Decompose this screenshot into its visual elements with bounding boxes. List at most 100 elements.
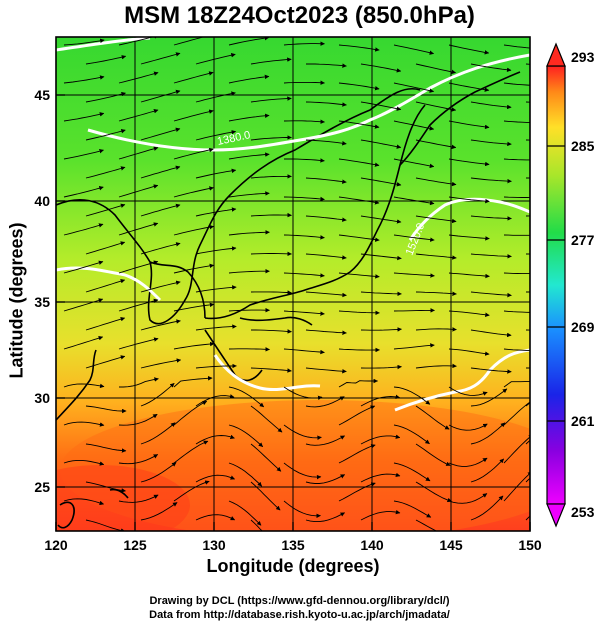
wind-streamline (393, 500, 432, 518)
wind-streamline (306, 63, 347, 68)
wind-streamline (63, 336, 104, 350)
wind-streamline (85, 166, 126, 179)
wind-streamline (119, 377, 159, 388)
wind-streamline (360, 291, 402, 297)
wind-streamline (250, 212, 292, 218)
wind-streamline (338, 444, 376, 464)
wind-streamline (173, 263, 215, 274)
wind-streamline (470, 101, 512, 110)
wind-streamline (140, 422, 176, 445)
wind-streamline (118, 454, 159, 465)
wind-streamline (195, 130, 237, 141)
y-tick-label: 25 (34, 479, 50, 495)
wind-streamline (63, 38, 105, 46)
colorbar-bottom-arrow (546, 503, 566, 528)
wind-streamline (228, 268, 270, 274)
wind-streamline (283, 272, 325, 278)
x-tick-label: 130 (202, 537, 226, 553)
colorbar-body (546, 65, 566, 505)
wind-streamline (360, 434, 401, 445)
wind-streamline (283, 119, 325, 124)
wind-streamline (305, 396, 345, 408)
wind-streamline (503, 310, 530, 313)
wind-streamline (338, 347, 380, 353)
wind-streamline (305, 367, 347, 374)
wind-streamline (360, 177, 402, 187)
wind-streamline (195, 394, 235, 407)
wind-streamline (415, 443, 451, 466)
wind-streamline (360, 101, 402, 111)
axis-ticks (55, 94, 531, 531)
warm-region (56, 465, 190, 531)
wind-streamline (503, 471, 530, 502)
wind-streamline (173, 480, 210, 502)
wind-streamline (228, 424, 264, 448)
y-tick-label: 40 (34, 193, 50, 209)
wind-streamline (415, 101, 457, 112)
wind-streamline (173, 186, 214, 198)
wind-streamline (85, 443, 127, 453)
wind-streamline (173, 224, 215, 236)
wind-streamline (140, 502, 178, 521)
wind-streamline (448, 120, 490, 130)
wind-streamline (393, 120, 435, 131)
wind-streamline (415, 519, 438, 531)
wind-streamline (360, 509, 401, 521)
wind-streamline (305, 291, 347, 298)
x-tick-label: 150 (518, 537, 542, 553)
wind-streamline (470, 253, 512, 259)
wind-streamline (360, 472, 401, 483)
wind-streamline (63, 112, 105, 122)
wind-streamline (140, 203, 181, 217)
wind-streamline (173, 341, 215, 350)
wind-streamline (470, 388, 508, 407)
wind-streamline (195, 285, 237, 293)
colorbar-tick-label: 253 (571, 504, 595, 520)
wind-streamline (305, 139, 347, 146)
colorbar-top-arrow (546, 42, 566, 67)
wind-streamline (63, 223, 104, 236)
wind-streamline (415, 177, 457, 187)
wind-streamline (195, 514, 236, 521)
wind-streamline (85, 241, 126, 255)
wind-streamline (195, 168, 237, 179)
wind-streamline (140, 319, 181, 331)
x-tick-label: 145 (439, 537, 463, 553)
x-axis-label: Longitude (degrees) (206, 556, 380, 576)
wind-streamline (305, 435, 345, 446)
wind-streamline (283, 80, 325, 85)
colorbar-tick-label: 285 (571, 138, 595, 154)
wind-streamline (338, 378, 379, 388)
wind-streamline (393, 343, 435, 350)
wind-streamline (251, 329, 292, 334)
y-tick-label: 45 (34, 87, 50, 103)
wind-streamline (228, 500, 262, 526)
wind-streamline (415, 481, 452, 503)
wind-streamline (85, 405, 127, 414)
wind-streamline (118, 260, 159, 274)
y-tick-label: 30 (34, 390, 50, 406)
x-tick-label: 140 (360, 537, 384, 553)
wind-streamline (448, 44, 490, 55)
wind-streamline (470, 177, 512, 184)
wind-streamline (448, 423, 488, 431)
colorbar-tick-label: 261 (571, 413, 595, 429)
wind-streamline (360, 215, 402, 224)
wind-streamline (360, 253, 402, 261)
wind-streamline (283, 196, 325, 202)
wind-streamline (63, 383, 105, 389)
wind-streamline (338, 482, 376, 502)
wind-streamline (448, 310, 490, 317)
wind-streamline (228, 113, 270, 122)
wind-streamline (503, 44, 530, 49)
wind-streamline (85, 317, 126, 331)
wind-streamline (250, 96, 292, 103)
wind-streamline (85, 355, 126, 369)
wind-streamline (283, 500, 321, 519)
wind-streamline (393, 424, 430, 445)
wind-streamline (283, 462, 322, 480)
wind-streamline (118, 494, 159, 503)
wind-streamline (338, 196, 380, 205)
wind-streamline (470, 139, 512, 147)
